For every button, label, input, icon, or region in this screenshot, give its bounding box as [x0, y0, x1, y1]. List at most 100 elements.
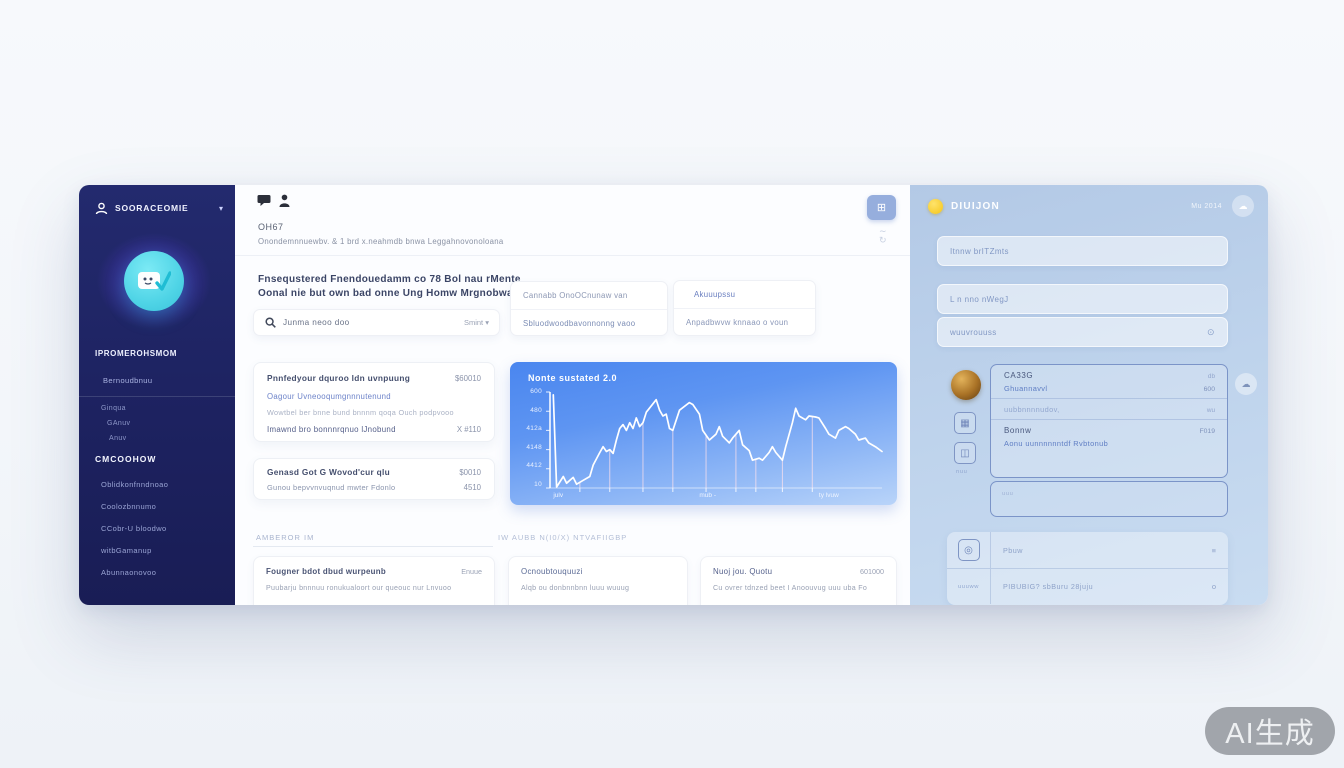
- card-sub: Gunou bepvvnvuqnud mwter Fdonlo: [267, 483, 396, 492]
- sidebar-subitem-2[interactable]: GAnuv: [107, 420, 131, 427]
- id-card-icon[interactable]: ▦: [954, 412, 976, 434]
- search-icon: [265, 317, 276, 328]
- main-content: OH67 Onondemnnuewbv. & 1 brd x.neahmdb b…: [235, 185, 910, 605]
- stat-card-b: Genasd Got G Wovod'cur qlu $0010 Gunou b…: [253, 458, 495, 500]
- item-meta: db: [1207, 373, 1215, 380]
- eye-icon[interactable]: ⊙: [1207, 326, 1215, 337]
- menu-icon[interactable]: ≡: [1211, 545, 1216, 555]
- contact-avatar[interactable]: [951, 370, 981, 400]
- settings-row[interactable]: ◎ Pbuw ≡: [947, 532, 1228, 568]
- chat-icon[interactable]: [257, 194, 271, 207]
- card-title: Genasd Got G Wovod'cur qlu: [267, 467, 391, 477]
- search-scope-dropdown[interactable]: Smint ▾: [463, 318, 489, 327]
- ai-generated-watermark: AI生成: [1205, 707, 1335, 755]
- sidebar-subitem-1[interactable]: Ginqua: [101, 405, 126, 412]
- item-title: CA33G: [1004, 371, 1034, 380]
- quick-panel-a: Cannabb OnoOCnunaw van Sbluodwoodbavonno…: [510, 281, 668, 336]
- sidebar-item-2[interactable]: Coolozbnnumo: [101, 502, 157, 511]
- bottom-card-3[interactable]: Nuoj jou. Quotu 601000 Cu ovrer tdnzed b…: [700, 556, 897, 605]
- card-value: Enuue: [461, 567, 482, 576]
- icon-caption: nuu: [956, 469, 968, 475]
- password-input[interactable]: wuuvrouuss ⊙: [937, 317, 1228, 347]
- quick-link[interactable]: Anpadbwvw knnaao o voun: [674, 308, 815, 335]
- panel-action-button[interactable]: ☁: [1232, 195, 1254, 217]
- app-window: SOORACEOMIE ▾ IPROMEROHSMOM Bernoudbnuu …: [79, 185, 1268, 605]
- form-input-2[interactable]: L n nno nWegJ: [937, 284, 1228, 314]
- item-text: uubbnnnnudov,: [1004, 405, 1060, 414]
- sidebar-item-1[interactable]: Oblidkonfnndnoao: [101, 480, 169, 489]
- item-link[interactable]: Ghuannavvl: [1004, 384, 1048, 393]
- page-title: OH67: [258, 222, 284, 232]
- card-title: Nuoj jou. Quotu: [713, 567, 773, 576]
- detail-list: CA33G db Ghuannavvl 600 uubbnnnnudov, wu…: [990, 364, 1228, 478]
- section-label-left: AMBEROR IM: [256, 533, 315, 542]
- workspace-switcher[interactable]: SOORACEOMIE ▾: [79, 197, 235, 219]
- status-dot: [928, 198, 943, 214]
- quick-link[interactable]: Akuuupssu: [694, 290, 736, 299]
- refresh-icon[interactable]: ∼ ↻: [879, 226, 887, 245]
- card-row2-value: X #110: [456, 425, 481, 434]
- card-value: $0010: [459, 468, 481, 477]
- card-title: Ocnoubtouquuzi: [521, 567, 583, 576]
- sidebar-section-secondary: CMCOOHOW: [95, 454, 157, 464]
- bottom-card-1[interactable]: Fougner bdot dbud wurpeunb Enuue Puubarj…: [253, 556, 495, 605]
- card-check-icon: [138, 271, 171, 291]
- grid-icon: ⊞: [876, 202, 887, 214]
- row-text: PIBUBIG? sbBuru 28juju: [1003, 582, 1094, 591]
- line-chart-card: Nonte sustated 2.0 600 480 412a 4148 4412 10 …: [510, 362, 897, 505]
- card-sub: Puubarju bnnnuu ronukualoort our queouc …: [266, 584, 452, 592]
- panel-meta: Mu 2014: [1191, 202, 1222, 210]
- sidebar-subitem-3[interactable]: Anuv: [109, 435, 127, 442]
- grid-view-button[interactable]: ⊞: [867, 195, 896, 220]
- chevron-down-icon: ▾: [218, 203, 223, 213]
- sidebar-item-primary[interactable]: Bernoudbnuu: [103, 376, 153, 385]
- quick-link[interactable]: Cannabb OnoOCnunaw van: [523, 291, 628, 300]
- search-bar[interactable]: Junma neoo doo Smint ▾: [253, 309, 500, 336]
- item-link[interactable]: Aonu uunnnnnntdf Rvbtonub: [1004, 439, 1109, 448]
- card-value: $60010: [454, 374, 481, 383]
- target-icon: ◎: [957, 539, 980, 561]
- list-item[interactable]: uubbnnnnudov, wu: [991, 398, 1227, 419]
- sidebar-divider: [79, 396, 235, 397]
- sidebar-section-primary: IPROMEROHSMOM: [95, 349, 178, 358]
- chart-y-axis-labels: 600 480 412a 4148 4412 10: [526, 388, 542, 488]
- card-sub-value: 4510: [463, 483, 481, 492]
- form-input-1[interactable]: Itnnw brITZmts: [937, 236, 1228, 266]
- chart-title: Nonte sustated 2.0: [528, 373, 618, 383]
- cloud-icon: ☁: [1241, 378, 1251, 389]
- header-divider: [235, 255, 910, 256]
- item-meta: wu: [1206, 407, 1215, 414]
- line-chart: [546, 391, 883, 492]
- settings-row[interactable]: uuuww PIBUBIG? sbBuru 28juju o: [947, 568, 1228, 604]
- sidebar-item-3[interactable]: CCobr-U bloodwo: [101, 524, 167, 533]
- sidebar-item-4[interactable]: witbGamanup: [101, 546, 152, 555]
- note-textarea[interactable]: [990, 481, 1228, 517]
- badge-icon[interactable]: ◫: [954, 442, 976, 464]
- brand-name: SOORACEOMIE: [115, 203, 189, 213]
- search-input[interactable]: Junma neoo doo: [283, 318, 350, 327]
- card-value: 601000: [860, 567, 884, 576]
- section-rule: [253, 546, 493, 547]
- cloud-icon: ☁: [1238, 200, 1248, 211]
- list-item[interactable]: Bonnw F019 Aonu uunnnnnntdf Rvbtonub: [991, 419, 1227, 453]
- item-value: F019: [1199, 428, 1216, 435]
- chevron-down-icon: ▾: [485, 318, 489, 327]
- bottom-card-2[interactable]: Ocnoubtouquuzi Alqb ou donbnnbnn luuu wu…: [508, 556, 688, 605]
- floating-action-button[interactable]: ☁: [1235, 373, 1257, 395]
- page-subtitle: Onondemnnuewbv. & 1 brd x.neahmdb bnwa L…: [258, 237, 504, 246]
- quick-link[interactable]: Sbluodwoodbavonnonng vaoo: [511, 309, 667, 335]
- row-text: Pbuw: [1003, 545, 1023, 555]
- card-link[interactable]: Oagour Uvneooqumgnnnutenund: [267, 392, 391, 401]
- profile-avatar[interactable]: [124, 251, 184, 311]
- note-label: uuu: [1002, 491, 1014, 497]
- row-meta: o: [1211, 582, 1216, 591]
- panel-title: DIUIJON: [951, 200, 1000, 212]
- card-row2-text: Imawnd bro bonnnrqnuo lJnobund: [267, 425, 396, 434]
- quick-panel-b: Akuuupssu Anpadbwvw knnaao o voun: [673, 280, 816, 336]
- user-icon: [95, 202, 108, 214]
- card-note: Wowtbel ber bnne bund bnnnm qoqa Ouch po…: [267, 408, 454, 417]
- sidebar-item-5[interactable]: Abunnaonovoo: [101, 568, 157, 577]
- card-sub: Cu ovrer tdnzed beet I Anoouvug uuu uba …: [713, 584, 868, 592]
- list-item[interactable]: CA33G db Ghuannavvl 600: [991, 365, 1227, 398]
- user-small-icon[interactable]: [279, 194, 290, 207]
